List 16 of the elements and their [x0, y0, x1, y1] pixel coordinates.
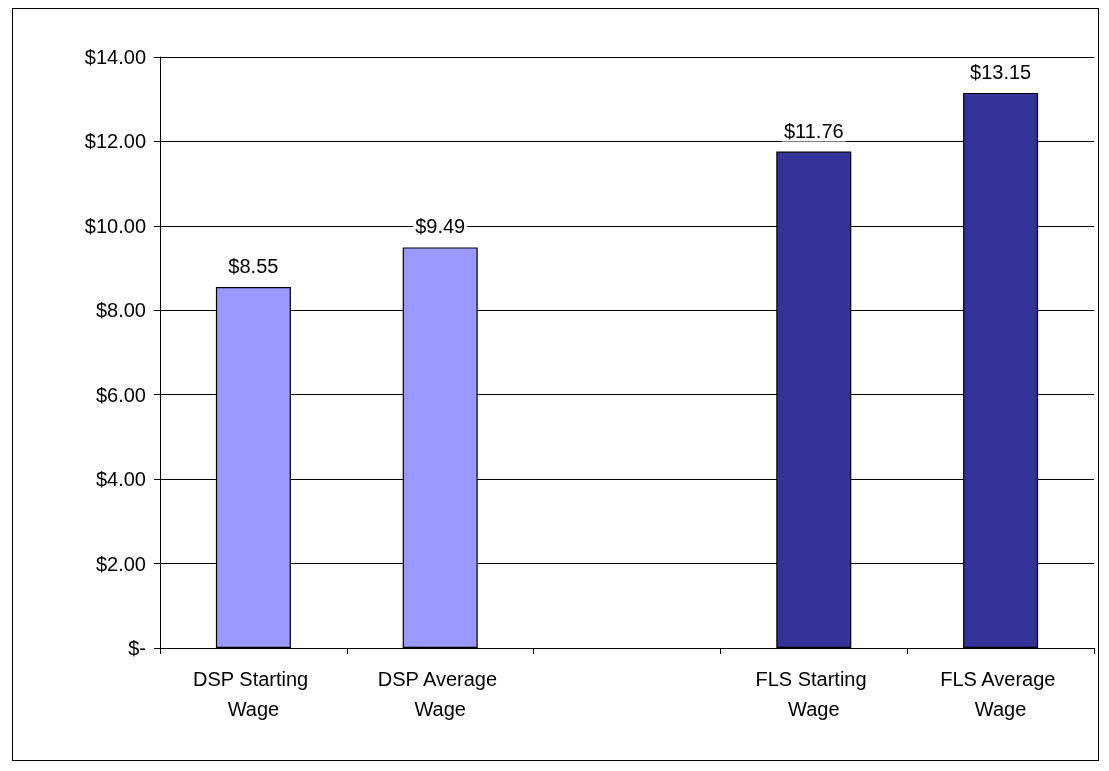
- x-tick-label: FLS Average Wage: [940, 668, 1062, 720]
- x-tick-label: DSP Average Wage: [377, 668, 503, 720]
- y-tick-label: $8.00: [95, 299, 146, 322]
- data-label: $9.49: [415, 215, 466, 238]
- y-tick-label: $4.00: [95, 468, 146, 491]
- data-label: $13.15: [970, 60, 1032, 83]
- y-tick-label: $10.00: [84, 214, 146, 237]
- y-tick-label: $6.00: [95, 383, 146, 406]
- data-label: $8.55: [228, 255, 279, 278]
- x-tick-label: DSP Starting Wage: [192, 668, 314, 720]
- x-tick-label: FLS Starting Wage: [755, 668, 873, 720]
- data-label: $11.76: [783, 119, 844, 142]
- y-tick-label: $12.00: [84, 130, 146, 153]
- y-tick-label: $2.00: [95, 552, 146, 575]
- y-tick-label: $14.00: [84, 46, 146, 68]
- y-tick-label: $-: [128, 637, 146, 659]
